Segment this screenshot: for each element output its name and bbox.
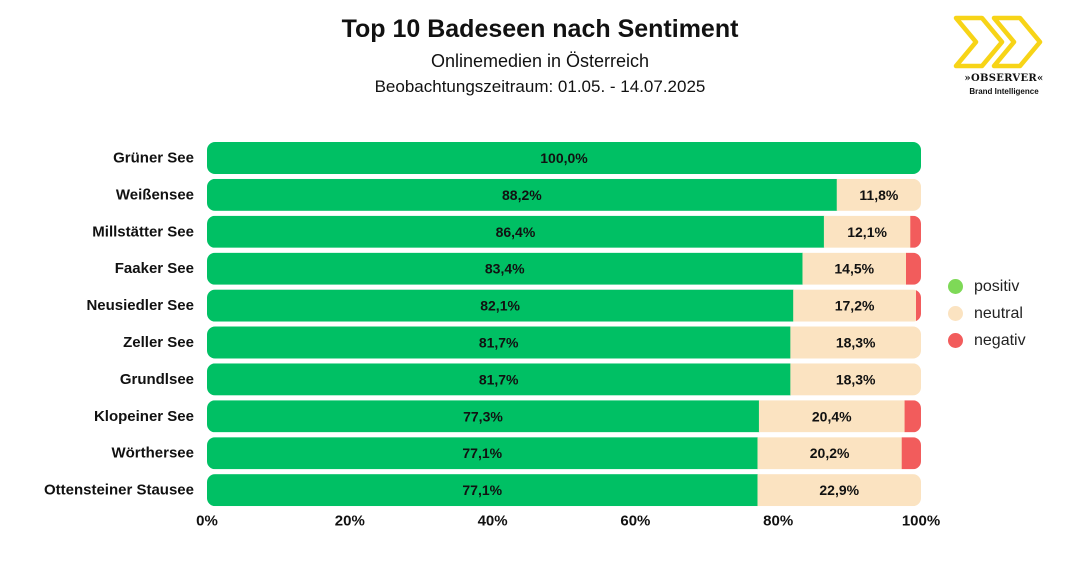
category-label: Klopeiner See [94,408,194,425]
category-label: Neusiedler See [86,297,194,314]
bar-negativ [910,215,921,248]
legend-label-neutral: neutral [974,304,1023,322]
bar-negativ [904,400,921,433]
bar-row [207,474,921,507]
bar-positiv [207,400,760,433]
bar-positiv [207,474,758,507]
legend-item-negativ: negativ [948,327,1026,354]
bar-positiv [207,178,838,211]
legend-swatch-positiv [948,279,963,294]
data-label-neutral: 18,3% [836,371,876,387]
data-label-positiv: 77,1% [462,482,502,498]
bar-negativ [901,437,921,470]
category-label: Weißensee [116,186,194,203]
bar-row [207,326,921,359]
bar-positiv [207,252,803,285]
bar-neutral [757,437,903,470]
category-label: Wörthersee [111,445,194,462]
data-label-neutral: 18,3% [836,335,876,351]
x-tick-label: 0% [196,513,218,530]
observation-period: Beobachtungszeitraum: 01.05. - 14.07.202… [374,77,706,96]
chart-title: Top 10 Badeseen nach Sentiment [341,15,739,43]
bar-positiv [207,437,758,470]
data-label-neutral: 17,2% [835,298,875,314]
bar-positiv [207,289,794,322]
x-tick-label: 100% [902,513,940,530]
x-tick-label: 80% [763,513,793,530]
chart-subtitle: Onlinemedien in Österreich [430,51,650,71]
data-label-positiv: 100,0% [540,150,588,166]
bar-row [207,142,921,174]
x-tick-label: 20% [335,513,365,530]
logo-tagline: Brand Intelligence [969,87,1039,96]
category-label: Grüner See [113,150,194,167]
data-label-positiv: 83,4% [485,261,525,277]
bar-neutral [757,474,921,507]
data-label-neutral: 22,9% [819,482,859,498]
bar-row [207,252,921,285]
category-label: Zeller See [123,334,194,351]
x-tick-label: 40% [478,513,508,530]
legend-item-positiv: positiv [948,273,1026,300]
bar-neutral [823,215,911,248]
bar-row [207,289,921,322]
bar-positiv [207,363,791,396]
legend-swatch-neutral [948,306,963,321]
bar-neutral [836,178,921,211]
x-tick-label: 60% [620,513,650,530]
data-label-neutral: 20,2% [810,445,850,461]
bar-row [207,363,921,396]
bar-neutral [758,400,906,433]
legend-label-negativ: negativ [974,331,1026,349]
legend-item-neutral: neutral [948,300,1026,327]
bar-row [207,400,921,433]
bar-positiv [207,215,825,248]
data-label-positiv: 77,1% [462,445,502,461]
bar-neutral [790,326,921,359]
data-label-neutral: 20,4% [812,408,852,424]
bar-neutral [802,252,907,285]
bar-negativ [916,289,921,322]
data-label-neutral: 11,8% [859,187,898,203]
data-label-positiv: 88,2% [502,187,542,203]
bar-positiv [207,142,921,174]
data-label-positiv: 81,7% [479,371,519,387]
data-label-positiv: 82,1% [480,298,520,314]
bar-row [207,437,921,470]
data-label-positiv: 77,3% [463,408,503,424]
bar-positiv [207,326,791,359]
observer-logo-chevron-icon [953,15,1043,69]
bar-neutral [790,363,921,396]
data-label-neutral: 12,1% [847,224,887,240]
legend-label-positiv: positiv [974,277,1020,295]
data-label-positiv: 86,4% [496,224,536,240]
category-label: Faaker See [115,260,194,277]
category-label: Ottensteiner Stausee [44,482,194,499]
bar-row [207,178,921,211]
bar-negativ [906,252,921,285]
data-label-positiv: 81,7% [479,335,519,351]
chart-legend: positiv neutral negativ [948,273,1026,354]
data-label-neutral: 14,5% [834,261,874,277]
category-label: Grundlsee [120,371,194,388]
logo-wordmark: »OBSERVER« [964,73,1044,84]
legend-swatch-negativ [948,333,963,348]
category-label: Millstätter See [92,223,194,240]
bar-row [207,215,921,248]
bar-neutral [793,289,917,322]
